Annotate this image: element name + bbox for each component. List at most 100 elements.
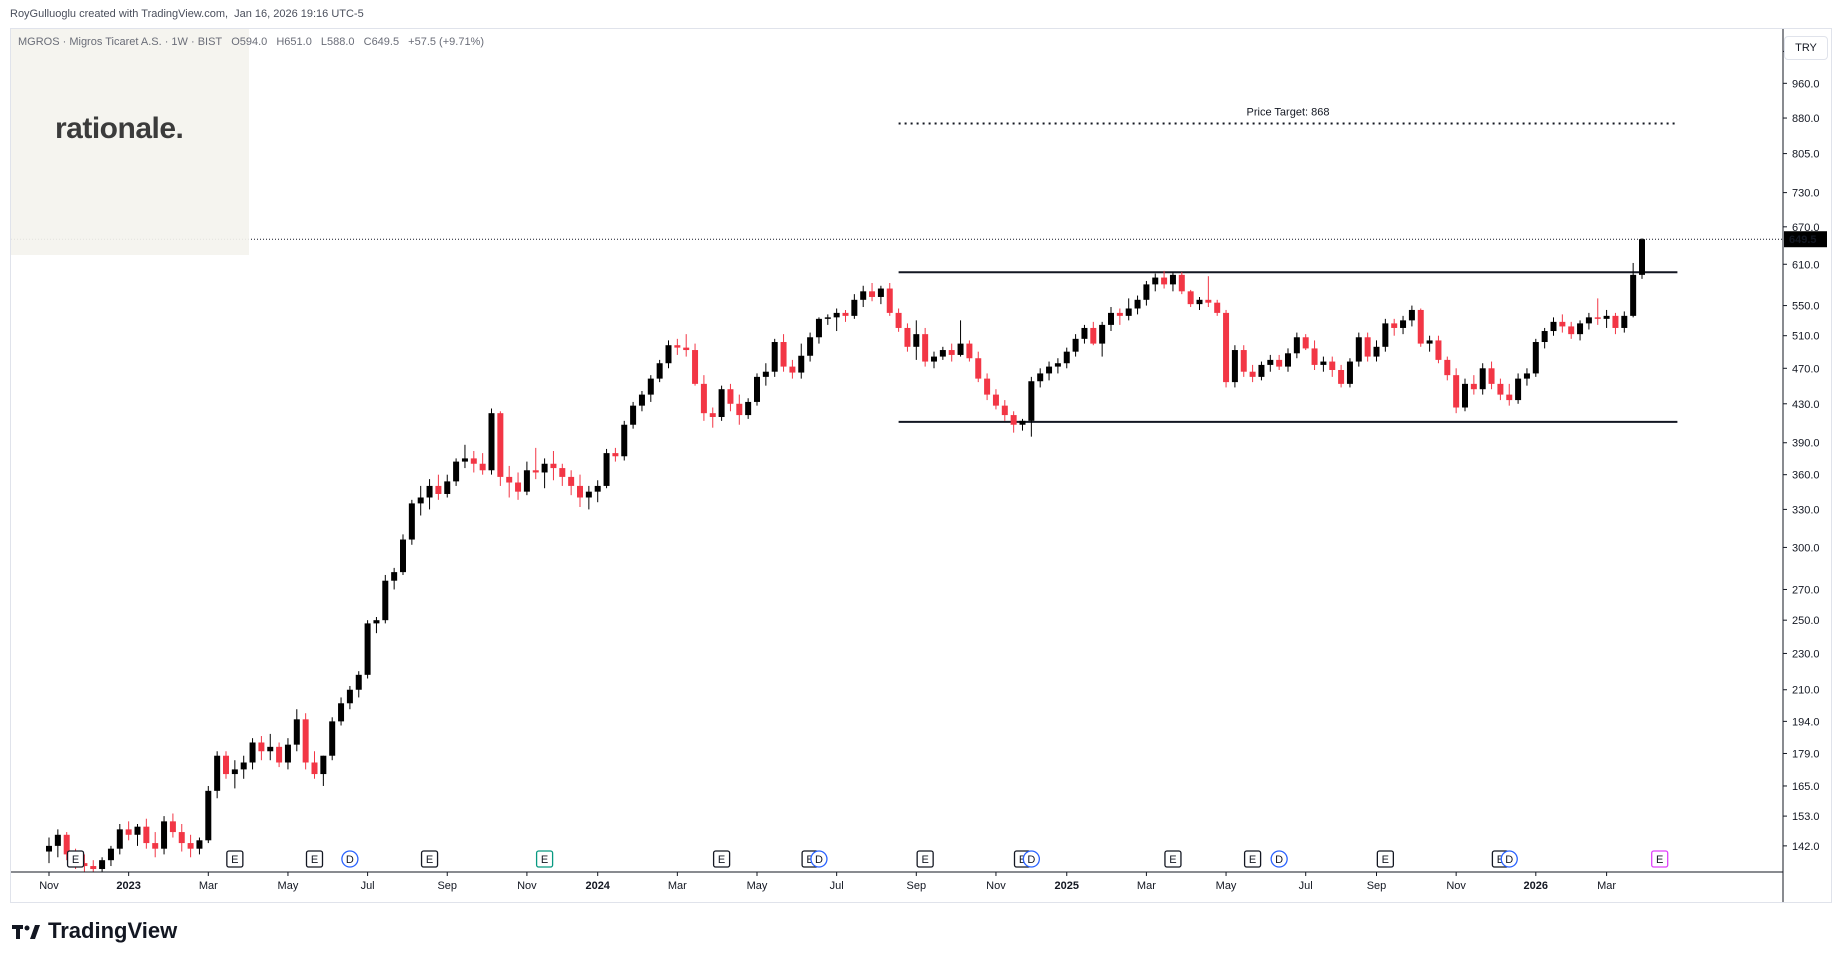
earnings-badge xyxy=(535,850,554,868)
time-axis: Nov 2023 Mar May Jul Sep Nov 2024 Mar May Jul Sep No… xyxy=(11,871,1783,892)
candle-body xyxy=(276,746,283,763)
earnings-event-icon[interactable]: E xyxy=(305,850,324,868)
time-tick-label: 2026 xyxy=(1524,880,1548,892)
event-letter: D xyxy=(1505,854,1513,866)
earnings-event-icon[interactable]: E xyxy=(66,850,85,868)
earnings-badge xyxy=(1164,850,1182,868)
earnings-badge xyxy=(712,850,731,868)
high-value: H651.0 xyxy=(276,36,312,48)
candle-body xyxy=(1382,323,1389,347)
dividend-event-icon[interactable]: D xyxy=(1500,850,1518,868)
price-tick-label: 153.0 xyxy=(1792,811,1820,823)
price-tick-label: 360.0 xyxy=(1792,470,1820,482)
timestamp-text: Jan 16, 2026 19:16 UTC-5 xyxy=(234,8,364,20)
candle-body xyxy=(116,829,123,849)
price-axis: 142.0 153.0 165.0 179.0 194.0 210.0 230.0 250.0… xyxy=(1782,29,1827,902)
candle-body xyxy=(1444,359,1451,376)
candle-body xyxy=(1506,394,1513,401)
candle-body xyxy=(1063,351,1070,364)
drawing-layer: Price Target: 868 xyxy=(11,107,1783,423)
candle-body xyxy=(1214,302,1221,313)
candle-body xyxy=(1028,381,1035,421)
candle-body xyxy=(107,848,114,861)
price-tick-label: 179.0 xyxy=(1792,748,1820,760)
symbol-label[interactable]: MGROS · Migros Ticaret A.S. · 1W · BIST xyxy=(18,36,223,48)
candle-body xyxy=(630,405,637,425)
candle-body xyxy=(709,413,716,417)
earnings-event-icon[interactable]: E xyxy=(712,850,731,868)
candle-body xyxy=(1037,373,1044,382)
tradingview-logo[interactable]: TradingView xyxy=(12,918,177,944)
candle-body xyxy=(293,719,300,745)
price-target-label: Price Target: 868 xyxy=(1247,107,1330,119)
close-value: C649.5 xyxy=(363,36,400,48)
candle-body xyxy=(1143,284,1150,300)
candle-body xyxy=(1568,326,1575,335)
price-tick-label: 250.0 xyxy=(1792,615,1820,627)
time-tick-label: May xyxy=(747,880,768,892)
low-value: L588.0 xyxy=(320,36,355,48)
event-letter: E xyxy=(1019,854,1026,866)
earnings-badge xyxy=(1243,850,1262,868)
candle-body xyxy=(1125,308,1132,316)
candle-body xyxy=(1577,323,1584,335)
candle-body xyxy=(1276,359,1283,367)
dividend-event-icon[interactable]: D xyxy=(341,850,359,868)
candle-body xyxy=(284,744,291,763)
time-tick-label: Mar xyxy=(1137,880,1156,892)
candle-body xyxy=(523,470,530,492)
earnings-badge xyxy=(916,850,934,868)
candle-body xyxy=(1099,324,1106,344)
candle-body xyxy=(585,491,592,498)
candle-body xyxy=(134,826,141,835)
earnings-event-icon[interactable]: E xyxy=(916,850,934,868)
price-tick-label: 330.0 xyxy=(1792,504,1820,516)
earnings-event-icon[interactable]: E xyxy=(420,850,439,868)
candle-body xyxy=(161,821,168,849)
candle-body xyxy=(258,742,265,752)
event-letter: E xyxy=(311,854,318,866)
candle-body xyxy=(364,623,371,675)
earnings-event-icon[interactable]: E xyxy=(1651,850,1669,868)
dividend-event-icon[interactable]: D xyxy=(1022,850,1040,868)
candle-body xyxy=(1072,338,1079,352)
time-tick-label: Nov xyxy=(517,880,537,892)
time-tick-label: Sep xyxy=(1367,880,1387,892)
candle-body xyxy=(1355,337,1362,362)
candle-body xyxy=(1302,337,1309,349)
earnings-badge xyxy=(305,850,324,868)
time-tick-label: Sep xyxy=(907,880,927,892)
candle-body xyxy=(1585,317,1592,324)
candle-body xyxy=(1169,274,1176,285)
earnings-event-icon[interactable]: E xyxy=(226,850,244,868)
candle-body xyxy=(1311,348,1318,365)
price-tick-label: 610.0 xyxy=(1792,259,1820,271)
dividend-event-icon[interactable]: D xyxy=(1270,850,1288,868)
candle-body xyxy=(683,347,690,351)
candle-body xyxy=(1285,353,1291,367)
time-tick-label: 2025 xyxy=(1055,880,1079,892)
event-letter: E xyxy=(426,854,433,866)
candle-body xyxy=(1559,321,1566,327)
earnings-event-icon[interactable]: E xyxy=(1243,850,1262,868)
ohlc-legend[interactable]: MGROS · Migros Ticaret A.S. · 1W · BIST … xyxy=(18,36,490,48)
candle-body xyxy=(329,721,336,756)
price-tick-label: 230.0 xyxy=(1792,648,1820,660)
dividend-event-icon[interactable]: D xyxy=(810,850,828,868)
candle-body xyxy=(727,389,734,404)
earnings-event-icon[interactable]: E xyxy=(1376,850,1394,868)
earnings-event-icon[interactable]: E xyxy=(1164,850,1182,868)
candle-body xyxy=(1152,277,1159,285)
candle-body xyxy=(515,482,522,492)
candle-body xyxy=(346,689,353,704)
candle-body xyxy=(1400,320,1407,328)
currency-button[interactable]: TRY xyxy=(1784,36,1828,60)
candle-body xyxy=(895,312,902,328)
time-tick-label: Mar xyxy=(1597,880,1616,892)
candle-body xyxy=(435,485,442,494)
tradingview-mark-icon xyxy=(12,925,40,940)
earnings-event-icon[interactable]: E xyxy=(535,850,554,868)
candle-body xyxy=(913,334,920,347)
candle-body xyxy=(692,350,699,384)
